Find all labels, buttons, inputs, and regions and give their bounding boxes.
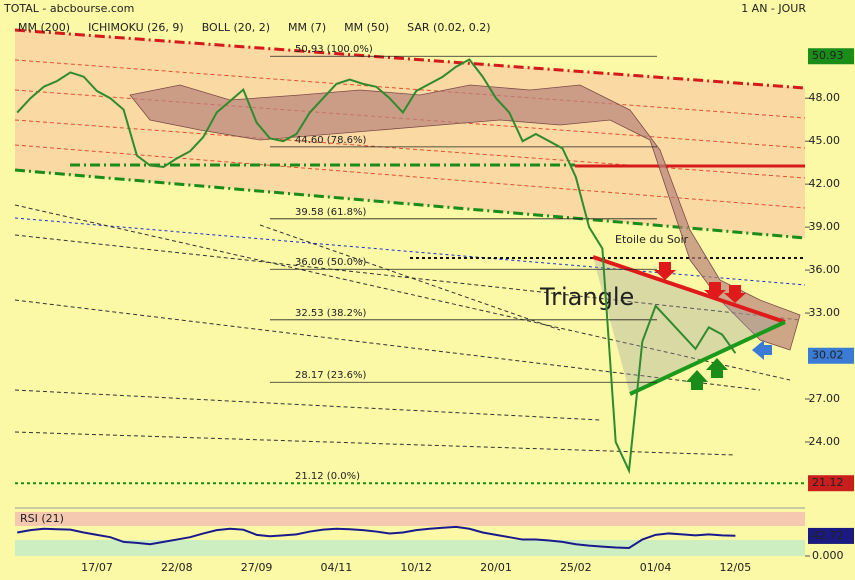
y-tick-label: 24.00: [809, 435, 841, 448]
rsi-box-label: 42.72: [812, 529, 844, 542]
fib-label: 50.93 (100.0%): [295, 44, 373, 55]
ichimoku-cloud: [129, 84, 801, 351]
x-tick-label: 20/01: [480, 561, 512, 574]
fib-label: 39.58 (61.8%): [295, 207, 366, 218]
fib-label: 44.60 (78.6%): [295, 135, 366, 146]
y-tick-label: 33.00: [809, 306, 841, 319]
price-box: [808, 347, 854, 364]
x-tick-label: 22/08: [161, 561, 193, 574]
y-tick-label: 27.00: [809, 392, 841, 405]
y-tick-label: 48.00: [809, 91, 841, 104]
y-tick-label: 39.00: [809, 220, 841, 233]
legend-entry: SAR (0.02, 0.2): [407, 21, 490, 34]
legend-entry: MM (200): [18, 21, 70, 34]
legend-entry: MM (50): [344, 21, 389, 34]
x-tick-label: 12/05: [720, 561, 752, 574]
legend-entry: BOLL (20, 2): [202, 21, 270, 34]
x-tick-label: 04/11: [321, 561, 353, 574]
rsi-title: RSI (21): [20, 512, 64, 525]
fib-label: 36.06 (50.0%): [295, 257, 366, 268]
fib-label: 32.53 (38.2%): [295, 308, 366, 319]
y-tick-label: 36.00: [809, 263, 841, 276]
annotation: Etoile du Soir: [615, 233, 689, 246]
period: 1 AN - JOUR: [741, 2, 806, 15]
y-tick-label: 0.000: [812, 549, 844, 562]
price-line: [16, 58, 737, 475]
legend-entry: ICHIMOKU (26, 9): [88, 21, 184, 34]
price-box: [808, 48, 854, 65]
chart-title: TOTAL - abcbourse.com: [3, 2, 134, 15]
rsi-box: [808, 527, 854, 544]
y-tick-label: 42.00: [809, 177, 841, 190]
x-tick-label: 25/02: [560, 561, 592, 574]
rsi-line: [17, 525, 736, 550]
rsi-overbought: [15, 512, 805, 526]
fib-label: 21.12 (0.0%): [295, 471, 360, 482]
legend-entry: MM (7): [288, 21, 326, 34]
price-box-label: 30.02: [812, 349, 844, 362]
price-box-label: 50.93: [812, 49, 844, 62]
x-tick-label: 10/12: [400, 561, 432, 574]
x-tick-label: 17/07: [81, 561, 113, 574]
price-box: [808, 475, 854, 492]
arrows: [654, 262, 772, 390]
triangle-top: [592, 255, 786, 324]
channel-fill: [15, 30, 805, 238]
fib-label: 28.17 (23.6%): [295, 370, 366, 381]
annotation: Triangle: [539, 283, 634, 311]
x-tick-label: 27/09: [241, 561, 273, 574]
x-tick-label: 01/04: [640, 561, 672, 574]
rsi-oversold: [15, 540, 805, 556]
price-box-label: 21.12: [812, 476, 844, 489]
y-tick-label: 45.00: [809, 134, 841, 147]
